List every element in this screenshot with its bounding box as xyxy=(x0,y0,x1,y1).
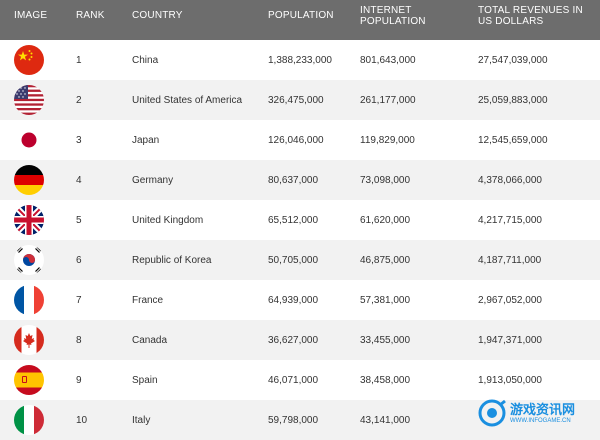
flag-cell xyxy=(14,400,46,440)
revenues-cell: 25,059,883,000 xyxy=(478,94,548,106)
internet-population-cell: 46,875,000 xyxy=(360,254,411,266)
flag-cell xyxy=(14,360,46,400)
canada-flag-icon xyxy=(14,325,44,355)
watermark-url: WWW.INFOGAME.CN xyxy=(510,417,571,424)
revenues-cell: 4,187,711,000 xyxy=(478,254,542,266)
flag-cell xyxy=(14,280,46,320)
internet-population-cell: 801,643,000 xyxy=(360,54,416,66)
internet-population-cell: 38,458,000 xyxy=(360,374,411,386)
country-cell: Japan xyxy=(132,134,160,146)
table-row: 8 Canada 36,627,000 33,455,000 1,947,371… xyxy=(0,320,600,360)
watermark-text: 游戏资讯网 WWW.INFOGAME.CN xyxy=(510,402,575,425)
infogame-logo-icon xyxy=(478,399,506,427)
flag-cell xyxy=(14,320,46,360)
rank-cell: 2 xyxy=(76,94,82,106)
revenues-cell: 4,217,715,000 xyxy=(478,214,542,226)
watermark-name: 游戏资讯网 xyxy=(510,401,576,417)
rank-cell: 3 xyxy=(76,134,82,146)
population-cell: 59,798,000 xyxy=(268,414,319,426)
flag-cell xyxy=(14,120,46,160)
country-cell: China xyxy=(132,54,159,66)
table-header: IMAGE RANK COUNTRY POPULATION INTERNET P… xyxy=(0,0,600,40)
country-cell: Republic of Korea xyxy=(132,254,212,266)
flag-cell xyxy=(14,200,46,240)
internet-population-cell: 73,098,000 xyxy=(360,174,411,186)
revenues-cell: 27,547,039,000 xyxy=(478,54,548,66)
watermark: 游戏资讯网 WWW.INFOGAME.CN xyxy=(478,392,596,434)
country-cell: France xyxy=(132,294,164,306)
country-cell: Italy xyxy=(132,414,151,426)
population-cell: 1,388,233,000 xyxy=(268,54,332,66)
table-row: 2 United States of America 326,475,000 2… xyxy=(0,80,600,120)
country-cell: Germany xyxy=(132,174,174,186)
rank-cell: 4 xyxy=(76,174,82,186)
table-row: 4 Germany 80,637,000 73,098,000 4,378,06… xyxy=(0,160,600,200)
revenues-cell: 2,967,052,000 xyxy=(478,294,542,306)
country-cell: Canada xyxy=(132,334,168,346)
population-cell: 80,637,000 xyxy=(268,174,319,186)
china-flag-icon xyxy=(14,45,44,75)
uk-flag-icon xyxy=(14,205,44,235)
internet-population-cell: 57,381,000 xyxy=(360,294,411,306)
rank-cell: 8 xyxy=(76,334,82,346)
rank-cell: 5 xyxy=(76,214,82,226)
flag-cell xyxy=(14,160,46,200)
population-cell: 46,071,000 xyxy=(268,374,319,386)
country-cell: United Kingdom xyxy=(132,214,204,226)
internet-population-cell: 43,141,000 xyxy=(360,414,411,426)
table-row: 5 United Kingdom 65,512,000 61,620,000 4… xyxy=(0,200,600,240)
germany-flag-icon xyxy=(14,165,44,195)
header-country: COUNTRY xyxy=(132,10,183,21)
flag-cell xyxy=(14,80,46,120)
table-row: 9 Spain 46,071,000 38,458,000 1,913,050,… xyxy=(0,360,600,400)
italy-flag-icon xyxy=(14,405,44,435)
header-population: POPULATION xyxy=(268,10,334,21)
rank-cell: 6 xyxy=(76,254,82,266)
revenues-cell: 4,378,066,000 xyxy=(478,174,542,186)
table-row: 7 France 64,939,000 57,381,000 2,967,052… xyxy=(0,280,600,320)
table-row: 3 Japan 126,046,000 119,829,000 12,545,6… xyxy=(0,120,600,160)
country-cell: Spain xyxy=(132,374,158,386)
rank-cell: 1 xyxy=(76,54,82,66)
revenues-cell: 12,545,659,000 xyxy=(478,134,548,146)
france-flag-icon xyxy=(14,285,44,315)
table-row: 1 China 1,388,233,000 801,643,000 27,547… xyxy=(0,40,600,80)
population-cell: 326,475,000 xyxy=(268,94,324,106)
population-cell: 64,939,000 xyxy=(268,294,319,306)
japan-flag-icon xyxy=(14,125,44,155)
internet-population-cell: 119,829,000 xyxy=(360,134,415,146)
header-total-revenues: TOTAL REVENUES IN US DOLLARS xyxy=(478,5,583,27)
population-cell: 126,046,000 xyxy=(268,134,324,146)
rank-cell: 7 xyxy=(76,294,82,306)
header-internet-population: INTERNET POPULATION xyxy=(360,5,426,27)
internet-population-cell: 261,177,000 xyxy=(360,94,416,106)
flag-cell xyxy=(14,240,46,280)
population-cell: 50,705,000 xyxy=(268,254,319,266)
internet-population-cell: 61,620,000 xyxy=(360,214,411,226)
population-cell: 36,627,000 xyxy=(268,334,319,346)
population-cell: 65,512,000 xyxy=(268,214,319,226)
usa-flag-icon xyxy=(14,85,44,115)
korea-flag-icon xyxy=(14,245,44,275)
rank-cell: 9 xyxy=(76,374,82,386)
internet-population-cell: 33,455,000 xyxy=(360,334,411,346)
spain-flag-icon xyxy=(14,365,44,395)
revenues-cell: 1,913,050,000 xyxy=(478,374,542,386)
flag-cell xyxy=(14,40,46,80)
table-row: 6 Republic of Korea 50,705,000 46,875,00… xyxy=(0,240,600,280)
rank-cell: 10 xyxy=(76,414,88,426)
country-cell: United States of America xyxy=(132,94,243,106)
header-image: IMAGE xyxy=(14,10,48,21)
header-rank: RANK xyxy=(76,10,105,21)
revenues-cell: 1,947,371,000 xyxy=(478,334,542,346)
